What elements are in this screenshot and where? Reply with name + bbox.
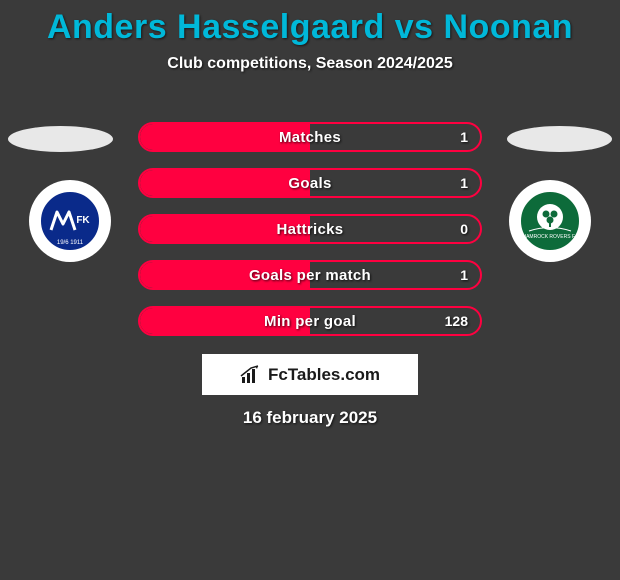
comparison-card: Anders Hasselgaard vs Noonan Club compet… (0, 0, 620, 580)
stat-value: 1 (460, 170, 468, 196)
stat-row-matches: Matches 1 (138, 122, 482, 152)
stat-label: Goals (140, 170, 480, 196)
stat-label: Matches (140, 124, 480, 150)
stat-rows: Matches 1 Goals 1 Hattricks 0 Goals per … (138, 122, 482, 352)
subtitle: Club competitions, Season 2024/2025 (0, 55, 620, 73)
svg-text:FK: FK (76, 215, 90, 226)
stat-label: Hattricks (140, 216, 480, 242)
molde-crest-icon: FK 19/6 1911 (39, 190, 101, 252)
right-club-badge: SHAMROCK ROVERS F.C. (509, 180, 591, 262)
brand-badge: FcTables.com (202, 354, 418, 395)
shamrock-crest-icon: SHAMROCK ROVERS F.C. (519, 190, 581, 252)
stat-value: 1 (460, 124, 468, 150)
stat-row-goals-per-match: Goals per match 1 (138, 260, 482, 290)
stat-row-hattricks: Hattricks 0 (138, 214, 482, 244)
left-club-badge: FK 19/6 1911 (29, 180, 111, 262)
stat-row-goals: Goals 1 (138, 168, 482, 198)
stat-label: Min per goal (140, 308, 480, 334)
chart-icon (240, 365, 262, 385)
svg-text:SHAMROCK ROVERS F.C.: SHAMROCK ROVERS F.C. (519, 234, 581, 240)
stat-label: Goals per match (140, 262, 480, 288)
stat-value: 128 (445, 308, 468, 334)
stat-row-min-per-goal: Min per goal 128 (138, 306, 482, 336)
stat-value: 1 (460, 262, 468, 288)
left-pedestal-oval (8, 126, 113, 152)
date-text: 16 february 2025 (0, 408, 620, 428)
right-pedestal-oval (507, 126, 612, 152)
stat-value: 0 (460, 216, 468, 242)
svg-text:19/6 1911: 19/6 1911 (57, 240, 84, 246)
brand-text: FcTables.com (268, 365, 380, 385)
page-title: Anders Hasselgaard vs Noonan (0, 8, 620, 47)
